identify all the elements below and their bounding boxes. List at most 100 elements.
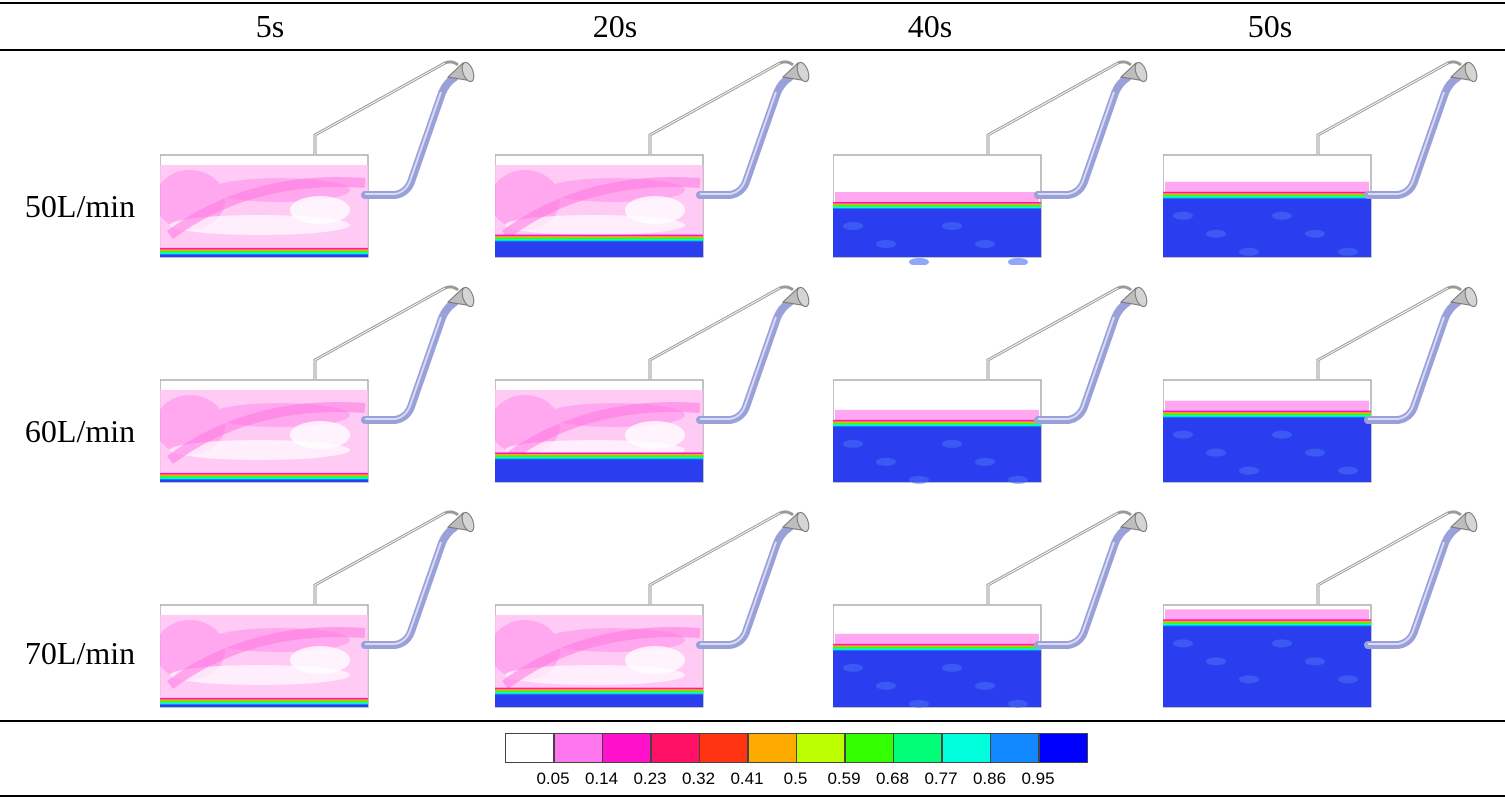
interface-band [1163,413,1371,416]
liquid-eddy [1008,475,1028,484]
liquid-eddy [1173,430,1193,439]
legend-tick-label: 0.95 [1021,769,1055,788]
liquid-eddy [1239,675,1259,684]
liquid-eddy [909,699,929,708]
interface-band [833,643,1041,646]
inlet-pipe [361,73,459,199]
liquid-region [833,209,1041,257]
inlet-pipe [361,298,459,424]
foam-layer [1165,181,1369,194]
liquid-eddy [1305,229,1325,238]
simulation-panel-r2-c0 [155,505,480,720]
pipe-highlight [365,541,442,645]
column-header-50s: 50s [1247,8,1293,44]
interface-band [1163,412,1371,415]
vent-line [986,510,1132,605]
foam-region [490,165,703,240]
vent-line [313,510,459,605]
legend-swatch [650,733,700,763]
liquid-eddy [975,240,995,248]
liquid-region [160,704,368,707]
interface-band [1163,415,1371,418]
interface-band [833,206,1041,209]
liquid-eddy [1305,448,1325,457]
interface-band [495,687,703,690]
liquid-eddy [942,439,962,448]
legend-tick-label: 0.68 [875,769,910,788]
legend-tick-label: 0.41 [730,769,764,788]
liquid-region [833,426,1041,482]
pipe-highlight [365,316,442,420]
liquid-region [160,479,368,482]
interface-band [495,239,703,242]
simulation-panel-r1-c3 [1162,280,1483,495]
inlet-pipe [696,298,794,424]
liquid-eddy [843,663,863,672]
liquid-region [1163,417,1371,482]
interface-band [833,202,1041,204]
interface-band [495,690,703,693]
liquid-eddy [843,439,863,448]
inlet-pipe [696,73,794,199]
interface-band [495,236,703,239]
legend-swatch [990,733,1039,763]
pipe-highlight [1368,91,1445,195]
interface-band [833,649,1041,652]
liquid-eddy [1272,430,1292,439]
pipe-highlight [1038,541,1115,645]
foam-layer [835,192,1039,204]
liquid-eddy [1173,211,1193,220]
liquid-eddy [1272,639,1292,648]
column-header-20s: 20s [592,8,638,44]
liquid-eddy [909,258,929,266]
interface-band [160,697,368,700]
legend-tick-label: 0.86 [972,769,1007,788]
interface-band [833,425,1041,428]
interface-band [1163,620,1371,623]
vent-line [986,60,1132,155]
liquid-eddy [942,663,962,672]
header-rule [0,49,1505,51]
interface-band [495,457,703,459]
interface-band [1163,619,1371,622]
vent-line [1316,510,1462,605]
row-label-60: 60L/min [24,413,136,449]
foam-region [490,615,703,692]
interface-band [160,247,368,250]
interface-band [160,249,368,252]
inlet-pipe [1034,73,1132,199]
liquid-eddy [1305,657,1325,666]
pipe-highlight [700,316,777,420]
funnel-nozzle-icon [446,286,475,308]
interface-band [160,474,368,477]
legend-swatch [602,733,651,763]
liquid-eddy [1173,639,1193,648]
vent-line [648,510,794,605]
interface-band [1163,194,1371,197]
simulation-panel-r0-c0 [155,55,480,270]
pipe-highlight [1038,91,1115,195]
liquid-region [1163,626,1371,707]
pipe-highlight [365,91,442,195]
simulation-panel-r1-c1 [490,280,815,495]
liquid-eddy [1239,247,1259,256]
simulation-panel-r1-c2 [832,280,1153,495]
inlet-pipe [1364,73,1462,199]
foam-region [490,390,703,465]
interface-band [833,645,1041,648]
foam-layer [835,409,1039,422]
simulation-panel-r1-c0 [155,280,480,495]
foam-layer [1165,609,1369,622]
liquid-region [160,254,368,257]
inlet-pipe [696,523,794,649]
liquid-eddy [1338,247,1358,256]
pipe-highlight [700,541,777,645]
vent-line [1316,60,1462,155]
funnel-nozzle-icon [1119,511,1148,533]
inlet-pipe [361,523,459,649]
interface-band [160,475,368,478]
interface-band [495,454,703,456]
legend-swatch [1038,733,1088,763]
legend-tick-label: 0.23 [633,769,667,788]
legend-tick-label: 0.59 [827,769,861,788]
